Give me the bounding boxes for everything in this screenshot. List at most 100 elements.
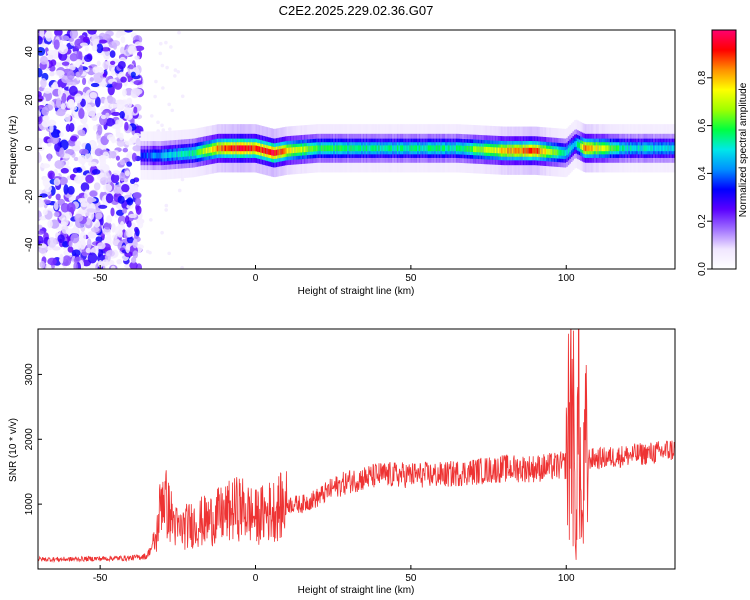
- signal-cell: [258, 146, 261, 153]
- noise-blob: [126, 203, 134, 210]
- signal-cell: [462, 145, 465, 152]
- signal-cell: [491, 147, 494, 154]
- y-tick-label: 3000: [24, 363, 35, 386]
- signal-cell: [636, 145, 639, 152]
- signal-cell: [359, 145, 362, 152]
- signal-cell: [535, 147, 538, 154]
- x-tick-label: -50: [93, 273, 108, 284]
- noise-blob: [41, 106, 49, 116]
- signal-cell: [173, 151, 176, 158]
- spectrogram-heatmap: [38, 30, 675, 269]
- signal-cell: [191, 150, 194, 157]
- signal-cell: [589, 145, 592, 152]
- signal-cell: [603, 145, 606, 152]
- signal-cell: [524, 147, 527, 154]
- signal-cell: [389, 145, 392, 152]
- signal-cell: [221, 145, 224, 152]
- noise-blob: [105, 193, 114, 204]
- signal-cell: [207, 147, 210, 154]
- noise-blob: [74, 175, 84, 184]
- signal-cell: [330, 145, 333, 152]
- signal-cell: [143, 152, 146, 159]
- signal-cell: [199, 148, 202, 155]
- signal-cell: [639, 145, 642, 152]
- noise-blob: [122, 88, 127, 97]
- noise-blob: [128, 213, 137, 219]
- noise-blob: [74, 140, 82, 147]
- signal-cell: [390, 145, 393, 152]
- noise-blob: [71, 249, 81, 257]
- signal-cell: [595, 145, 598, 152]
- spectrogram-frame: [37, 29, 676, 270]
- signal-cell: [429, 145, 432, 152]
- signal-cell: [340, 145, 343, 152]
- noise-blob: [120, 76, 127, 83]
- noise-blob: [79, 42, 88, 47]
- signal-cell: [471, 146, 474, 152]
- signal-cell: [398, 145, 401, 152]
- noise-blob: [105, 249, 115, 257]
- noise-blob: [79, 239, 86, 250]
- colorbar-ticks: 0.0 0.2 0.4 0.6 0.8: [697, 70, 712, 276]
- signal-cell: [591, 145, 594, 152]
- noise-blob: [88, 161, 98, 167]
- signal-cell: [314, 145, 317, 152]
- signal-cell: [487, 146, 489, 153]
- snr-panel: -50 0 50 100 1000 2000 3000 Height of straight…: [8, 328, 676, 596]
- signal-cell: [272, 150, 275, 156]
- noise-dot: [177, 30, 181, 35]
- signal-cell: [435, 145, 438, 152]
- spectrogram-ticks: -50 0 50 100 -40 -20 0 20 40: [24, 46, 575, 284]
- signal-cell: [299, 146, 301, 153]
- noise-blob: [127, 45, 137, 55]
- noise-blob: [109, 103, 119, 108]
- signal-cell: [230, 145, 233, 152]
- signal-cell: [243, 145, 246, 152]
- signal-cell: [662, 145, 665, 152]
- noise-blob: [128, 64, 134, 70]
- noise-blob: [126, 236, 134, 244]
- signal-cell: [552, 149, 555, 155]
- signal-cell: [651, 145, 654, 152]
- noise-blob: [59, 147, 65, 159]
- noise-blob: [98, 204, 108, 209]
- noise-blob: [113, 184, 123, 194]
- signal-cell: [384, 145, 387, 152]
- signal-cell: [362, 145, 365, 152]
- noise-dot: [169, 45, 173, 49]
- signal-cell: [612, 145, 615, 152]
- noise-blob: [89, 190, 98, 197]
- signal-cell: [171, 151, 174, 158]
- noise-dot: [164, 203, 169, 208]
- signal-cell: [288, 147, 291, 154]
- signal-cell: [334, 145, 337, 152]
- noise-blob: [124, 121, 129, 131]
- noise-blob: [68, 37, 74, 42]
- noise-blob: [55, 193, 61, 201]
- signal-cell: [216, 145, 219, 152]
- signal-cell: [193, 150, 196, 156]
- signal-cell: [342, 145, 345, 152]
- noise-blob: [134, 197, 142, 206]
- signal-cell: [510, 147, 513, 154]
- noise-blob: [111, 124, 121, 130]
- signal-cell: [283, 148, 286, 155]
- signal-cell: [246, 145, 249, 152]
- noise-blob: [80, 182, 90, 192]
- signal-cell: [446, 145, 449, 152]
- signal-cell: [581, 144, 584, 150]
- signal-cell: [403, 145, 406, 152]
- noise-blob: [38, 195, 42, 204]
- noise-blob: [85, 247, 91, 254]
- noise-blob: [39, 260, 46, 269]
- signal-cell: [609, 145, 612, 152]
- noise-dot: [173, 68, 178, 72]
- noise-blob: [47, 153, 52, 162]
- signal-cell: [592, 145, 595, 152]
- noise-blob: [115, 32, 122, 39]
- signal-cell: [505, 147, 508, 154]
- signal-cell: [347, 145, 350, 152]
- signal-cell: [563, 150, 566, 156]
- noise-blob: [38, 224, 43, 230]
- signal-cell: [504, 147, 507, 154]
